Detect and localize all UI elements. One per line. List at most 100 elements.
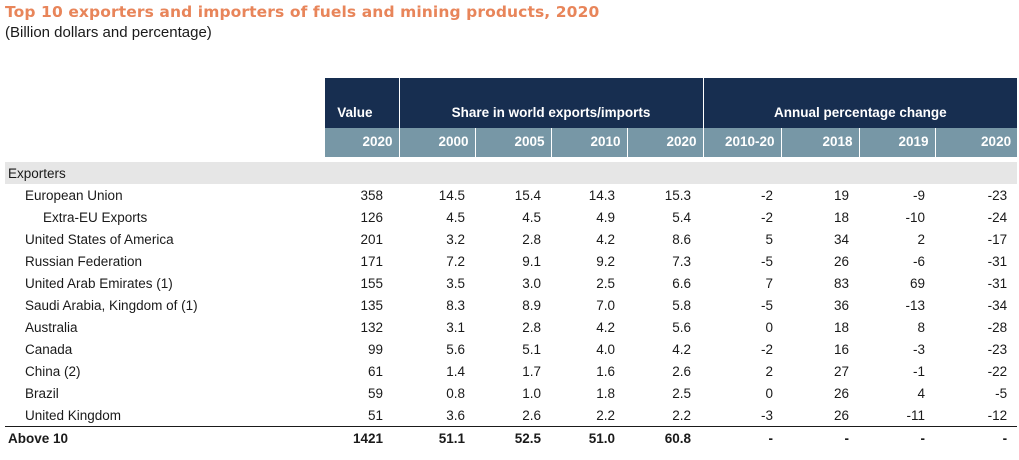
row-value: 132 bbox=[360, 319, 383, 335]
row-label: Extra-EU Exports bbox=[43, 209, 148, 225]
row-value: 6.6 bbox=[672, 275, 692, 291]
row-value: 171 bbox=[360, 253, 383, 269]
row-value: 26 bbox=[834, 385, 850, 401]
row-value: 4.0 bbox=[596, 341, 615, 357]
table-row: China (2) 61 1.4 1.7 1.6 2.6 2 27 -1 -22 bbox=[5, 360, 1017, 382]
section-label: Exporters bbox=[5, 162, 1018, 184]
year-row: 2020 2000 2005 2010 2020 2010-20 2018 20… bbox=[5, 128, 1018, 157]
row-value: 2.5 bbox=[672, 385, 692, 401]
row-value: 51.1 bbox=[399, 426, 475, 450]
row-value: 52.5 bbox=[475, 426, 551, 450]
row-value: -31 bbox=[987, 253, 1008, 269]
header-row: Value Share in world exports/imports Ann… bbox=[5, 78, 1018, 128]
data-table: Value Share in world exports/imports Ann… bbox=[5, 78, 1018, 450]
row-value: 2.6 bbox=[672, 363, 692, 379]
row-value: 4.5 bbox=[522, 209, 541, 225]
row-value: -22 bbox=[987, 363, 1008, 379]
row-value: -9 bbox=[913, 187, 926, 203]
row-value: 2.8 bbox=[522, 319, 541, 335]
row-value: 3.5 bbox=[446, 275, 465, 291]
row-value: 3.2 bbox=[446, 231, 465, 247]
row-value: 7 bbox=[765, 275, 774, 291]
row-value: 2 bbox=[917, 231, 926, 247]
row-value: 26 bbox=[834, 253, 850, 269]
row-value: 26 bbox=[834, 407, 850, 423]
table-row: Russian Federation 171 7.2 9.1 9.2 7.3 -5 26 -6 -… bbox=[5, 250, 1017, 272]
row-value: 18 bbox=[834, 209, 850, 225]
row-label: Australia bbox=[25, 319, 78, 335]
table-row: European Union 358 14.5 15.4 14.3 15.3 -2 19 -9 -… bbox=[5, 184, 1017, 206]
row-value: 1.0 bbox=[522, 385, 541, 401]
row-value: 4.2 bbox=[672, 341, 692, 357]
row-value: -2 bbox=[761, 187, 774, 203]
row-value: -5 bbox=[995, 385, 1008, 401]
year-change-2019: 2019 bbox=[859, 128, 936, 157]
row-value: 19 bbox=[834, 187, 850, 203]
row-label: Canada bbox=[25, 341, 73, 357]
row-value: 0 bbox=[765, 319, 774, 335]
row-label: United Kingdom bbox=[25, 407, 122, 423]
row-value: 2.5 bbox=[596, 275, 615, 291]
table-row: Extra-EU Exports 126 4.5 4.5 4.9 5.4 -2 18 -10 -2… bbox=[5, 206, 1017, 228]
year-share-2005: 2005 bbox=[475, 128, 552, 157]
row-value: 61 bbox=[367, 363, 383, 379]
row-value: -28 bbox=[987, 319, 1008, 335]
row-value: 3.6 bbox=[446, 407, 465, 423]
total-row: Above 10 1421 51.1 52.5 51.0 60.8- - - - bbox=[5, 426, 1018, 450]
row-value: 1421 bbox=[325, 426, 399, 450]
row-value: -13 bbox=[905, 297, 926, 313]
year-share-2000: 2000 bbox=[399, 128, 476, 157]
row-value: 15.4 bbox=[514, 187, 541, 203]
row-value: 51.0 bbox=[551, 426, 627, 450]
row-value: 5.8 bbox=[672, 297, 692, 313]
row-value: -23 bbox=[987, 341, 1008, 357]
page-subtitle: (Billion dollars and percentage) bbox=[5, 24, 212, 41]
row-value: 5 bbox=[765, 231, 774, 247]
row-label: Saudi Arabia, Kingdom of (1) bbox=[25, 297, 198, 313]
row-value: -2 bbox=[761, 209, 774, 225]
row-value: 51 bbox=[367, 407, 383, 423]
row-value: 2 bbox=[765, 363, 774, 379]
row-value: 27 bbox=[834, 363, 850, 379]
row-value: - bbox=[935, 426, 1018, 450]
year-change-2020: 2020 bbox=[935, 128, 1018, 157]
row-value: 9.1 bbox=[522, 253, 541, 269]
row-value: 0.8 bbox=[446, 385, 465, 401]
row-value: -31 bbox=[987, 275, 1008, 291]
year-value-2020: 2020 bbox=[325, 128, 400, 157]
row-value: 3.0 bbox=[522, 275, 541, 291]
row-value: 69 bbox=[910, 275, 926, 291]
row-label: China (2) bbox=[25, 363, 81, 379]
row-value: -2 bbox=[761, 341, 774, 357]
table-row: Canada 99 5.6 5.1 4.0 4.2 -2 16 -3 -23 bbox=[5, 338, 1017, 360]
row-value: 8.3 bbox=[446, 297, 465, 313]
row-value: -24 bbox=[987, 209, 1008, 225]
page-title: Top 10 exporters and importers of fuels … bbox=[5, 3, 600, 21]
row-value: 2.8 bbox=[522, 231, 541, 247]
row-value: 8.6 bbox=[672, 231, 692, 247]
row-value: 1.4 bbox=[446, 363, 465, 379]
row-value: -17 bbox=[987, 231, 1008, 247]
row-value: 3.1 bbox=[446, 319, 465, 335]
row-value: 5.6 bbox=[446, 341, 465, 357]
row-value: 14.3 bbox=[588, 187, 615, 203]
row-value: 2.2 bbox=[672, 407, 692, 423]
year-change-2010-20: 2010-20 bbox=[703, 128, 782, 157]
row-label: United States of America bbox=[25, 231, 174, 247]
year-change-2018: 2018 bbox=[781, 128, 860, 157]
row-value: - bbox=[859, 426, 936, 450]
row-value: -11 bbox=[906, 407, 926, 423]
table-row: Australia 132 3.1 2.8 4.2 5.6 0 18 8 -28 bbox=[5, 316, 1017, 338]
header-value: Value bbox=[325, 78, 400, 128]
row-value: 9.2 bbox=[596, 253, 615, 269]
row-value: 4.9 bbox=[596, 209, 615, 225]
row-value: 126 bbox=[360, 209, 383, 225]
row-value: 36 bbox=[834, 297, 850, 313]
row-value: 5.4 bbox=[672, 209, 692, 225]
row-value: 7.3 bbox=[672, 253, 692, 269]
table-row: United Arab Emirates (1) 155 3.5 3.0 2.5 6.6 7… bbox=[5, 272, 1017, 294]
row-value: 7.2 bbox=[446, 253, 465, 269]
section-row: Exporters bbox=[5, 162, 1018, 184]
row-value: 5.6 bbox=[672, 319, 692, 335]
row-value: 4.5 bbox=[446, 209, 465, 225]
